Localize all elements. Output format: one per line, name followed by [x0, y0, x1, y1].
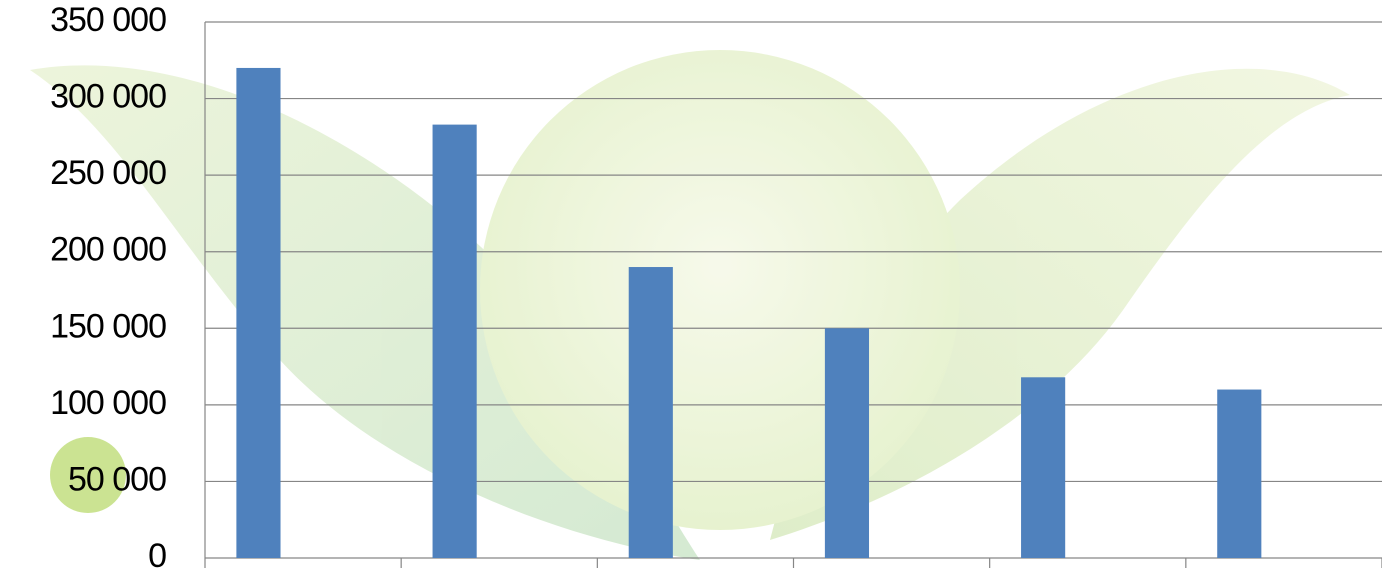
plot-area: 0 50 000 100 000 150 000 200 000 250 000 300 0… — [50, 1, 1382, 575]
y-tick-label: 100 000 — [50, 384, 166, 422]
bar — [1021, 377, 1066, 558]
y-tick-label: 250 000 — [50, 154, 166, 192]
y-tick-label: 350 000 — [50, 1, 166, 39]
background-decoration — [30, 50, 1350, 560]
bar — [432, 124, 477, 558]
bar — [1217, 389, 1262, 558]
y-tick-label: 0 — [148, 537, 166, 575]
y-tick-label: 200 000 — [50, 231, 166, 269]
y-tick-label: 50 000 — [68, 460, 166, 498]
bar — [824, 328, 870, 558]
bar — [628, 267, 673, 558]
y-tick-label: 150 000 — [50, 307, 166, 345]
y-tick-label: 300 000 — [50, 78, 166, 116]
bar — [236, 67, 281, 558]
